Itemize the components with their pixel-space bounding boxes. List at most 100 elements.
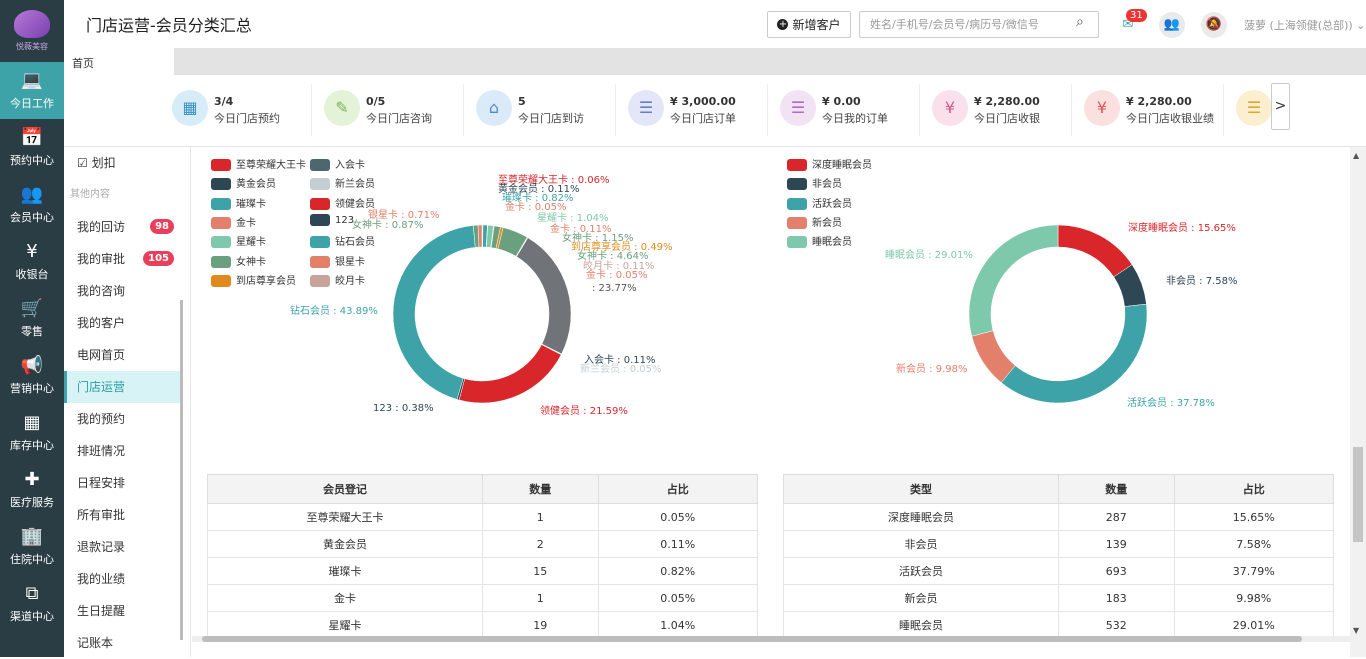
group-icon[interactable]: 👥: [1159, 12, 1185, 38]
pie-slice[interactable]: [969, 225, 1058, 336]
mute-icon[interactable]: 🔕: [1201, 12, 1227, 38]
scroll-up-icon[interactable]: ▲: [1353, 151, 1359, 160]
nav-item-calendar[interactable]: 📅预约中心: [0, 119, 64, 176]
sub-item-12[interactable]: 生日提醒: [64, 595, 182, 627]
logo[interactable]: 悦薇美容: [0, 0, 64, 62]
column-header[interactable]: 类型: [784, 475, 1059, 504]
tab-home[interactable]: 首页: [64, 48, 174, 75]
stat-icon: ☰: [628, 90, 664, 126]
sub-item-5[interactable]: 门店运营: [64, 371, 182, 403]
table-cell: 1: [483, 504, 599, 531]
horizontal-scrollbar[interactable]: [192, 636, 1350, 642]
sub-item-2[interactable]: 我的咨询: [64, 275, 182, 307]
table-cell: 287: [1059, 504, 1175, 531]
nav-item-yen[interactable]: ¥收银台: [0, 233, 64, 290]
nav-item-label: 收银台: [16, 266, 49, 282]
column-header[interactable]: 数量: [1059, 475, 1175, 504]
sub-item-label: 记账本: [77, 636, 113, 650]
medkit-icon: ✚: [24, 470, 39, 492]
slice-label: 新兰会员 : 0.05%: [580, 360, 662, 375]
vertical-scrollbar[interactable]: ▲ ▼: [1350, 147, 1366, 657]
nav-item-sitemap[interactable]: ⧉渠道中心: [0, 575, 64, 632]
stat-label: 今日门店咨询: [366, 110, 432, 126]
sub-item-label: 门店运营: [77, 380, 125, 394]
sub-item-9[interactable]: 所有审批: [64, 499, 182, 531]
sub-item-8[interactable]: 日程安排: [64, 467, 182, 499]
chevron-down-icon: ⌄: [1356, 19, 1365, 32]
sub-item-7[interactable]: 排班情况: [64, 435, 182, 467]
sub-item-deduct[interactable]: ☑ 划扣: [64, 147, 182, 179]
nav-item-laptop[interactable]: 💻 今日工作: [0, 62, 64, 119]
nav-item-label: 今日工作: [10, 95, 54, 111]
slice-label: 睡眠会员 : 29.01%: [885, 246, 973, 261]
sub-item-label: 我的客户: [77, 316, 125, 330]
pie-slice[interactable]: [1058, 225, 1132, 277]
scroll-thumb[interactable]: [1353, 447, 1363, 542]
new-customer-button[interactable]: + 新增客户: [767, 11, 851, 38]
submenu-scrollbar[interactable]: [180, 300, 183, 640]
megaphone-icon: 📢: [21, 356, 43, 378]
sub-item-10[interactable]: 退款记录: [64, 531, 182, 563]
column-header[interactable]: 会员登记: [208, 475, 483, 504]
h-scroll-thumb[interactable]: [202, 636, 1302, 642]
nav-item-building[interactable]: 🏢住院中心: [0, 518, 64, 575]
column-header[interactable]: 占比: [598, 475, 758, 504]
divider: [190, 147, 191, 657]
column-header[interactable]: 数量: [483, 475, 599, 504]
laptop-icon: 💻: [21, 71, 43, 93]
stat-label: 今日门店到访: [518, 110, 584, 126]
search-icon[interactable]: ⌕: [1076, 14, 1084, 30]
stat-value: 3/4: [214, 95, 233, 108]
column-header[interactable]: 占比: [1174, 475, 1334, 504]
stat-icon: ☰: [780, 90, 816, 126]
top-bar: 门店运营-会员分类汇总 + 新增客户 姓名/手机号/会员号/病历号/微信号 ⌕ …: [64, 0, 1366, 48]
sub-item-4[interactable]: 电网首页: [64, 339, 182, 371]
table-cell: 183: [1059, 585, 1175, 612]
sub-item-11[interactable]: 我的业绩: [64, 563, 182, 595]
sub-item-3[interactable]: 我的客户: [64, 307, 182, 339]
user-menu[interactable]: 菠萝 (上海领健(总部)) ⌄: [1244, 17, 1365, 33]
stat-label: 今日门店收银: [974, 110, 1040, 126]
sub-item-13[interactable]: 记账本: [64, 627, 182, 659]
table-header-row: 类型数量占比: [784, 475, 1334, 504]
nav-item-medkit[interactable]: ✚医疗服务: [0, 461, 64, 518]
stat-card[interactable]: ☰: [1228, 84, 1268, 136]
stat-value: ¥ 0.00: [822, 95, 861, 108]
pie-slice[interactable]: [517, 238, 571, 354]
pie-slice[interactable]: [1001, 304, 1147, 403]
table-cell: 532: [1059, 612, 1175, 639]
pie-slice[interactable]: [393, 225, 475, 399]
search-input[interactable]: 姓名/手机号/会员号/病历号/微信号: [859, 11, 1099, 38]
sub-item-6[interactable]: 我的预约: [64, 403, 182, 435]
nav-item-users[interactable]: 👥会员中心: [0, 176, 64, 233]
pie-slice[interactable]: [459, 345, 561, 403]
stat-value: ¥ 2,280.00: [974, 95, 1040, 108]
nav-item-megaphone[interactable]: 📢营销中心: [0, 347, 64, 404]
nav-item-grid[interactable]: ▦库存中心: [0, 404, 64, 461]
count-badge: 105: [143, 251, 174, 266]
nav-item-cart[interactable]: 🛒零售: [0, 290, 64, 347]
scroll-down-icon[interactable]: ▼: [1353, 626, 1359, 635]
pie-slice[interactable]: [478, 225, 482, 247]
stats-next-button[interactable]: >: [1271, 83, 1290, 130]
sub-item-label: 我的业绩: [77, 572, 125, 586]
